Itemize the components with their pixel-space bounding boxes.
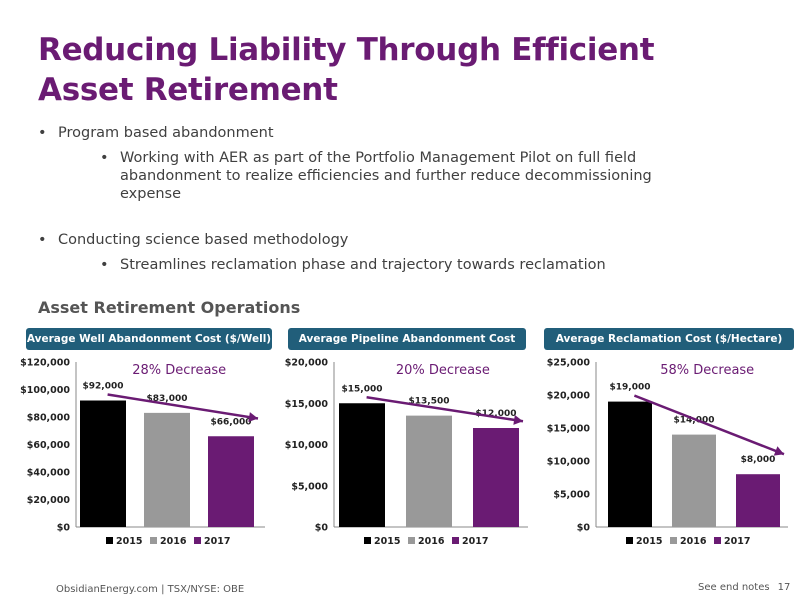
reclamation-chart: $0 $5,000 $10,000 $15,000 $20,000 $25,000 $19,… [547,358,788,547]
y-tick-label: $25,000 [547,358,591,369]
y-tick-label: $5,000 [553,490,590,501]
bullet-text: Program based abandonment [58,125,274,141]
footer-left: ObsidianEnergy.com | TSX/NYSE: OBE [56,584,245,595]
legend-label: 2017 [462,536,488,547]
bar-2015 [339,403,385,527]
decrease-annotation: 28% Decrease [132,363,226,378]
data-label: $15,000 [342,384,383,394]
y-tick-label: $40,000 [27,468,71,479]
legend-swatch [194,537,201,544]
bullet-dot: • [38,125,47,141]
decrease-annotation: 20% Decrease [396,363,490,378]
bar-2015 [80,400,126,527]
bullet-text: Conducting science based methodology [58,232,349,248]
data-label: $66,000 [211,417,252,427]
trend-arrow-head [513,414,523,425]
legend-swatch [714,537,721,544]
legend-label: 2017 [724,536,750,547]
legend-label: 2015 [116,536,142,547]
trend-arrow-head [773,446,784,456]
sub-bullet-text: Working with AER as part of the Portfoli… [120,150,652,202]
legend-label: 2016 [418,536,445,547]
bar-2016 [406,415,452,527]
bar-2016 [672,434,716,527]
y-tick-label: $0 [315,523,329,534]
bullet-dot: • [100,150,109,166]
bar-2017 [473,428,519,527]
data-label: $13,500 [409,397,450,407]
y-tick-label: $20,000 [27,495,71,506]
data-label: $83,000 [147,394,188,404]
trend-arrow-line [366,396,524,423]
y-tick-label: $120,000 [20,358,70,369]
y-tick-label: $15,000 [285,399,329,410]
bar-2015 [608,401,652,527]
pipeline-abandonment-chart: $0 $5,000 $10,000 $15,000 $20,000 $15,000 $13,… [285,358,528,547]
page-number: 17 [777,582,791,593]
bar-2017 [736,474,780,527]
y-tick-label: $0 [577,523,591,534]
chart-header-pipeline: Average Pipeline Abandonment Cost ($/km) [288,328,526,367]
sub-bullet-item: • Streamlines reclamation phase and traj… [98,256,700,274]
legend-swatch [452,537,459,544]
bullet-item: • Program based abandonment [36,124,776,143]
trend-arrow-head [248,412,258,423]
y-tick-label: $15,000 [547,424,591,435]
data-label: $92,000 [83,382,124,392]
sub-bullet-text: Streamlines reclamation phase and trajec… [120,257,606,273]
bullet-list: • Program based abandonment • Working wi… [36,124,776,278]
bullet-item: • Conducting science based methodology [36,231,776,250]
bar-2017 [208,436,254,527]
legend-label: 2016 [160,536,187,547]
y-tick-label: $5,000 [291,481,328,492]
data-label: $14,000 [674,416,715,426]
chart-header-reclamation: Average Reclamation Cost ($/Hectare) [544,328,794,350]
slide-title: Reducing Liability Through Efficient Ass… [38,32,655,108]
section-title: Asset Retirement Operations [38,298,301,317]
legend-label: 2015 [374,536,400,547]
y-tick-label: $20,000 [547,391,591,402]
trend-arrow-line [633,394,785,456]
y-tick-label: $10,000 [547,457,591,468]
data-label: $8,000 [741,455,776,465]
legend-swatch [408,537,415,544]
bar-2016 [144,412,190,527]
y-tick-label: $10,000 [285,440,329,451]
legend-label: 2015 [636,536,662,547]
well-abandonment-chart: $0 $20,000 $40,000 $60,000 $80,000 $100,000 $1… [20,358,265,547]
legend-swatch [150,537,157,544]
legend-swatch [106,537,113,544]
legend-swatch [364,537,371,544]
legend-swatch [670,537,677,544]
y-tick-label: $60,000 [27,440,71,451]
y-tick-label: $100,000 [20,385,70,396]
sub-bullet-item: • Working with AER as part of the Portfo… [98,149,700,203]
trend-arrow-line [107,393,259,420]
footer-right: See end notes 17 [698,582,790,593]
decrease-annotation: 58% Decrease [660,363,754,378]
legend-label: 2016 [680,536,707,547]
y-tick-label: $80,000 [27,413,71,424]
end-notes-label: See end notes [698,582,770,593]
y-tick-label: $0 [57,523,71,534]
bullet-dot: • [100,257,109,273]
y-tick-label: $20,000 [285,358,329,369]
data-label: $12,000 [476,409,517,419]
legend-swatch [626,537,633,544]
data-label: $19,000 [610,383,651,393]
chart-header-well: Average Well Abandonment Cost ($/Well) [26,328,272,350]
bullet-dot: • [38,232,47,248]
legend-label: 2017 [204,536,230,547]
